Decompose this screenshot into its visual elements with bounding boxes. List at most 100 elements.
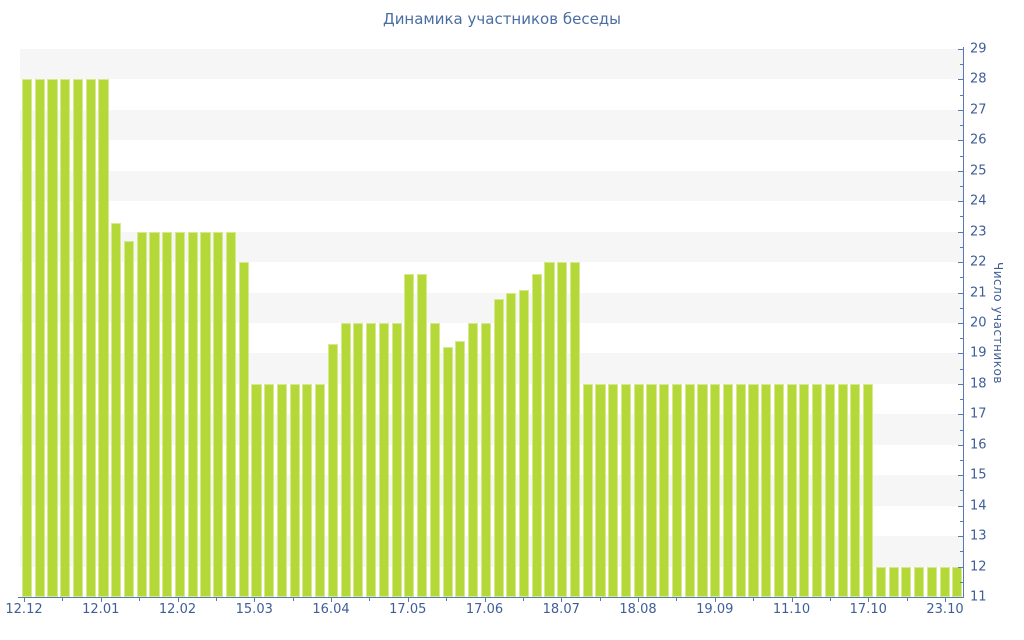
bar	[327, 344, 338, 597]
bar	[289, 383, 300, 597]
gridline-band	[20, 109, 963, 141]
y-axis-minor-tick	[960, 246, 963, 248]
bar	[595, 383, 606, 597]
bar	[531, 274, 542, 597]
bar	[353, 323, 364, 597]
bar	[671, 383, 683, 597]
bar	[863, 383, 874, 597]
chart-title: Динамика участников беседы	[382, 10, 622, 28]
y-axis-minor-tick	[960, 581, 963, 583]
y-axis-minor-tick	[960, 155, 963, 157]
y-axis-tick	[958, 505, 963, 507]
x-axis-tick	[484, 598, 486, 602]
bar	[238, 262, 249, 597]
bar	[85, 79, 96, 597]
bar	[506, 292, 517, 597]
x-axis-tick	[638, 598, 639, 602]
x-axis-tick	[369, 598, 371, 601]
y-tick-label: 14	[970, 498, 987, 514]
bar	[901, 566, 912, 597]
y-tick-label: 22	[970, 254, 987, 270]
bar	[174, 231, 186, 597]
bar	[569, 262, 581, 597]
y-tick-label: 24	[970, 193, 987, 209]
y-axis-minor-tick	[960, 125, 963, 127]
y-tick-label: 12	[970, 559, 987, 575]
bar	[366, 323, 377, 597]
y-tick-label: 27	[970, 102, 987, 118]
bar	[455, 341, 466, 597]
bar	[824, 383, 835, 597]
bar	[952, 566, 963, 597]
y-tick-label: 15	[970, 467, 987, 483]
y-axis-minor-tick	[960, 216, 963, 218]
y-axis-tick	[958, 49, 963, 50]
bar	[659, 383, 670, 597]
x-axis-tick	[62, 598, 64, 601]
y-axis-minor-tick	[960, 490, 963, 492]
y-tick-label: 13	[970, 528, 987, 544]
y-axis-tick	[958, 170, 963, 172]
y-axis-tick	[958, 566, 963, 568]
bar	[302, 383, 313, 597]
y-axis-minor-tick	[960, 551, 963, 553]
bar	[47, 79, 58, 597]
bar	[722, 383, 734, 597]
bar	[340, 323, 351, 597]
x-axis-tick	[753, 598, 755, 601]
x-tick-label: 12.01	[82, 602, 120, 617]
bar	[786, 383, 797, 597]
bar	[748, 383, 759, 597]
bar	[620, 383, 632, 597]
x-axis-tick	[829, 598, 831, 601]
bar	[123, 240, 135, 597]
y-tick-label: 16	[970, 437, 987, 453]
y-axis-minor-tick	[960, 94, 963, 96]
bar	[162, 231, 173, 597]
bar	[773, 383, 784, 597]
bar	[544, 262, 555, 597]
x-tick-label: 12.12	[5, 602, 43, 617]
y-axis-tick	[958, 597, 963, 598]
bar	[60, 79, 71, 597]
bar	[812, 383, 823, 597]
y-tick-label: 25	[970, 163, 987, 179]
bar	[480, 323, 491, 597]
bar	[276, 383, 287, 597]
bar	[582, 383, 593, 597]
bar	[264, 383, 275, 597]
bar	[378, 323, 389, 597]
y-axis-tick	[958, 262, 963, 264]
bar	[684, 383, 695, 597]
x-axis-tick	[215, 598, 217, 601]
y-axis-tick	[958, 292, 963, 294]
bar	[225, 231, 237, 597]
bar	[493, 298, 504, 597]
y-axis-title: Число участников	[991, 262, 1005, 384]
y-axis-tick	[958, 323, 963, 324]
x-axis-tick	[139, 598, 141, 601]
y-tick-label: 18	[970, 376, 987, 392]
y-axis-tick	[958, 231, 963, 233]
y-axis-tick	[958, 383, 963, 385]
y-axis-tick	[958, 444, 963, 446]
x-axis-tick	[446, 598, 448, 601]
y-axis-tick	[958, 109, 963, 111]
x-axis-tick	[676, 598, 678, 601]
x-axis-tick	[100, 598, 102, 602]
bar	[442, 347, 453, 597]
bar	[404, 274, 415, 597]
bar	[518, 289, 530, 597]
x-tick-label: 17.05	[389, 602, 427, 617]
x-axis-tick	[561, 598, 563, 602]
y-axis-minor-tick	[960, 520, 963, 522]
bar	[98, 79, 109, 597]
y-axis-tick	[958, 536, 963, 538]
bar	[417, 274, 428, 597]
bar	[149, 231, 160, 597]
bar	[926, 566, 937, 597]
bar	[837, 383, 848, 597]
y-axis-tick	[958, 414, 963, 416]
y-tick-label: 28	[970, 71, 987, 87]
x-tick-label: 18.07	[542, 602, 580, 617]
